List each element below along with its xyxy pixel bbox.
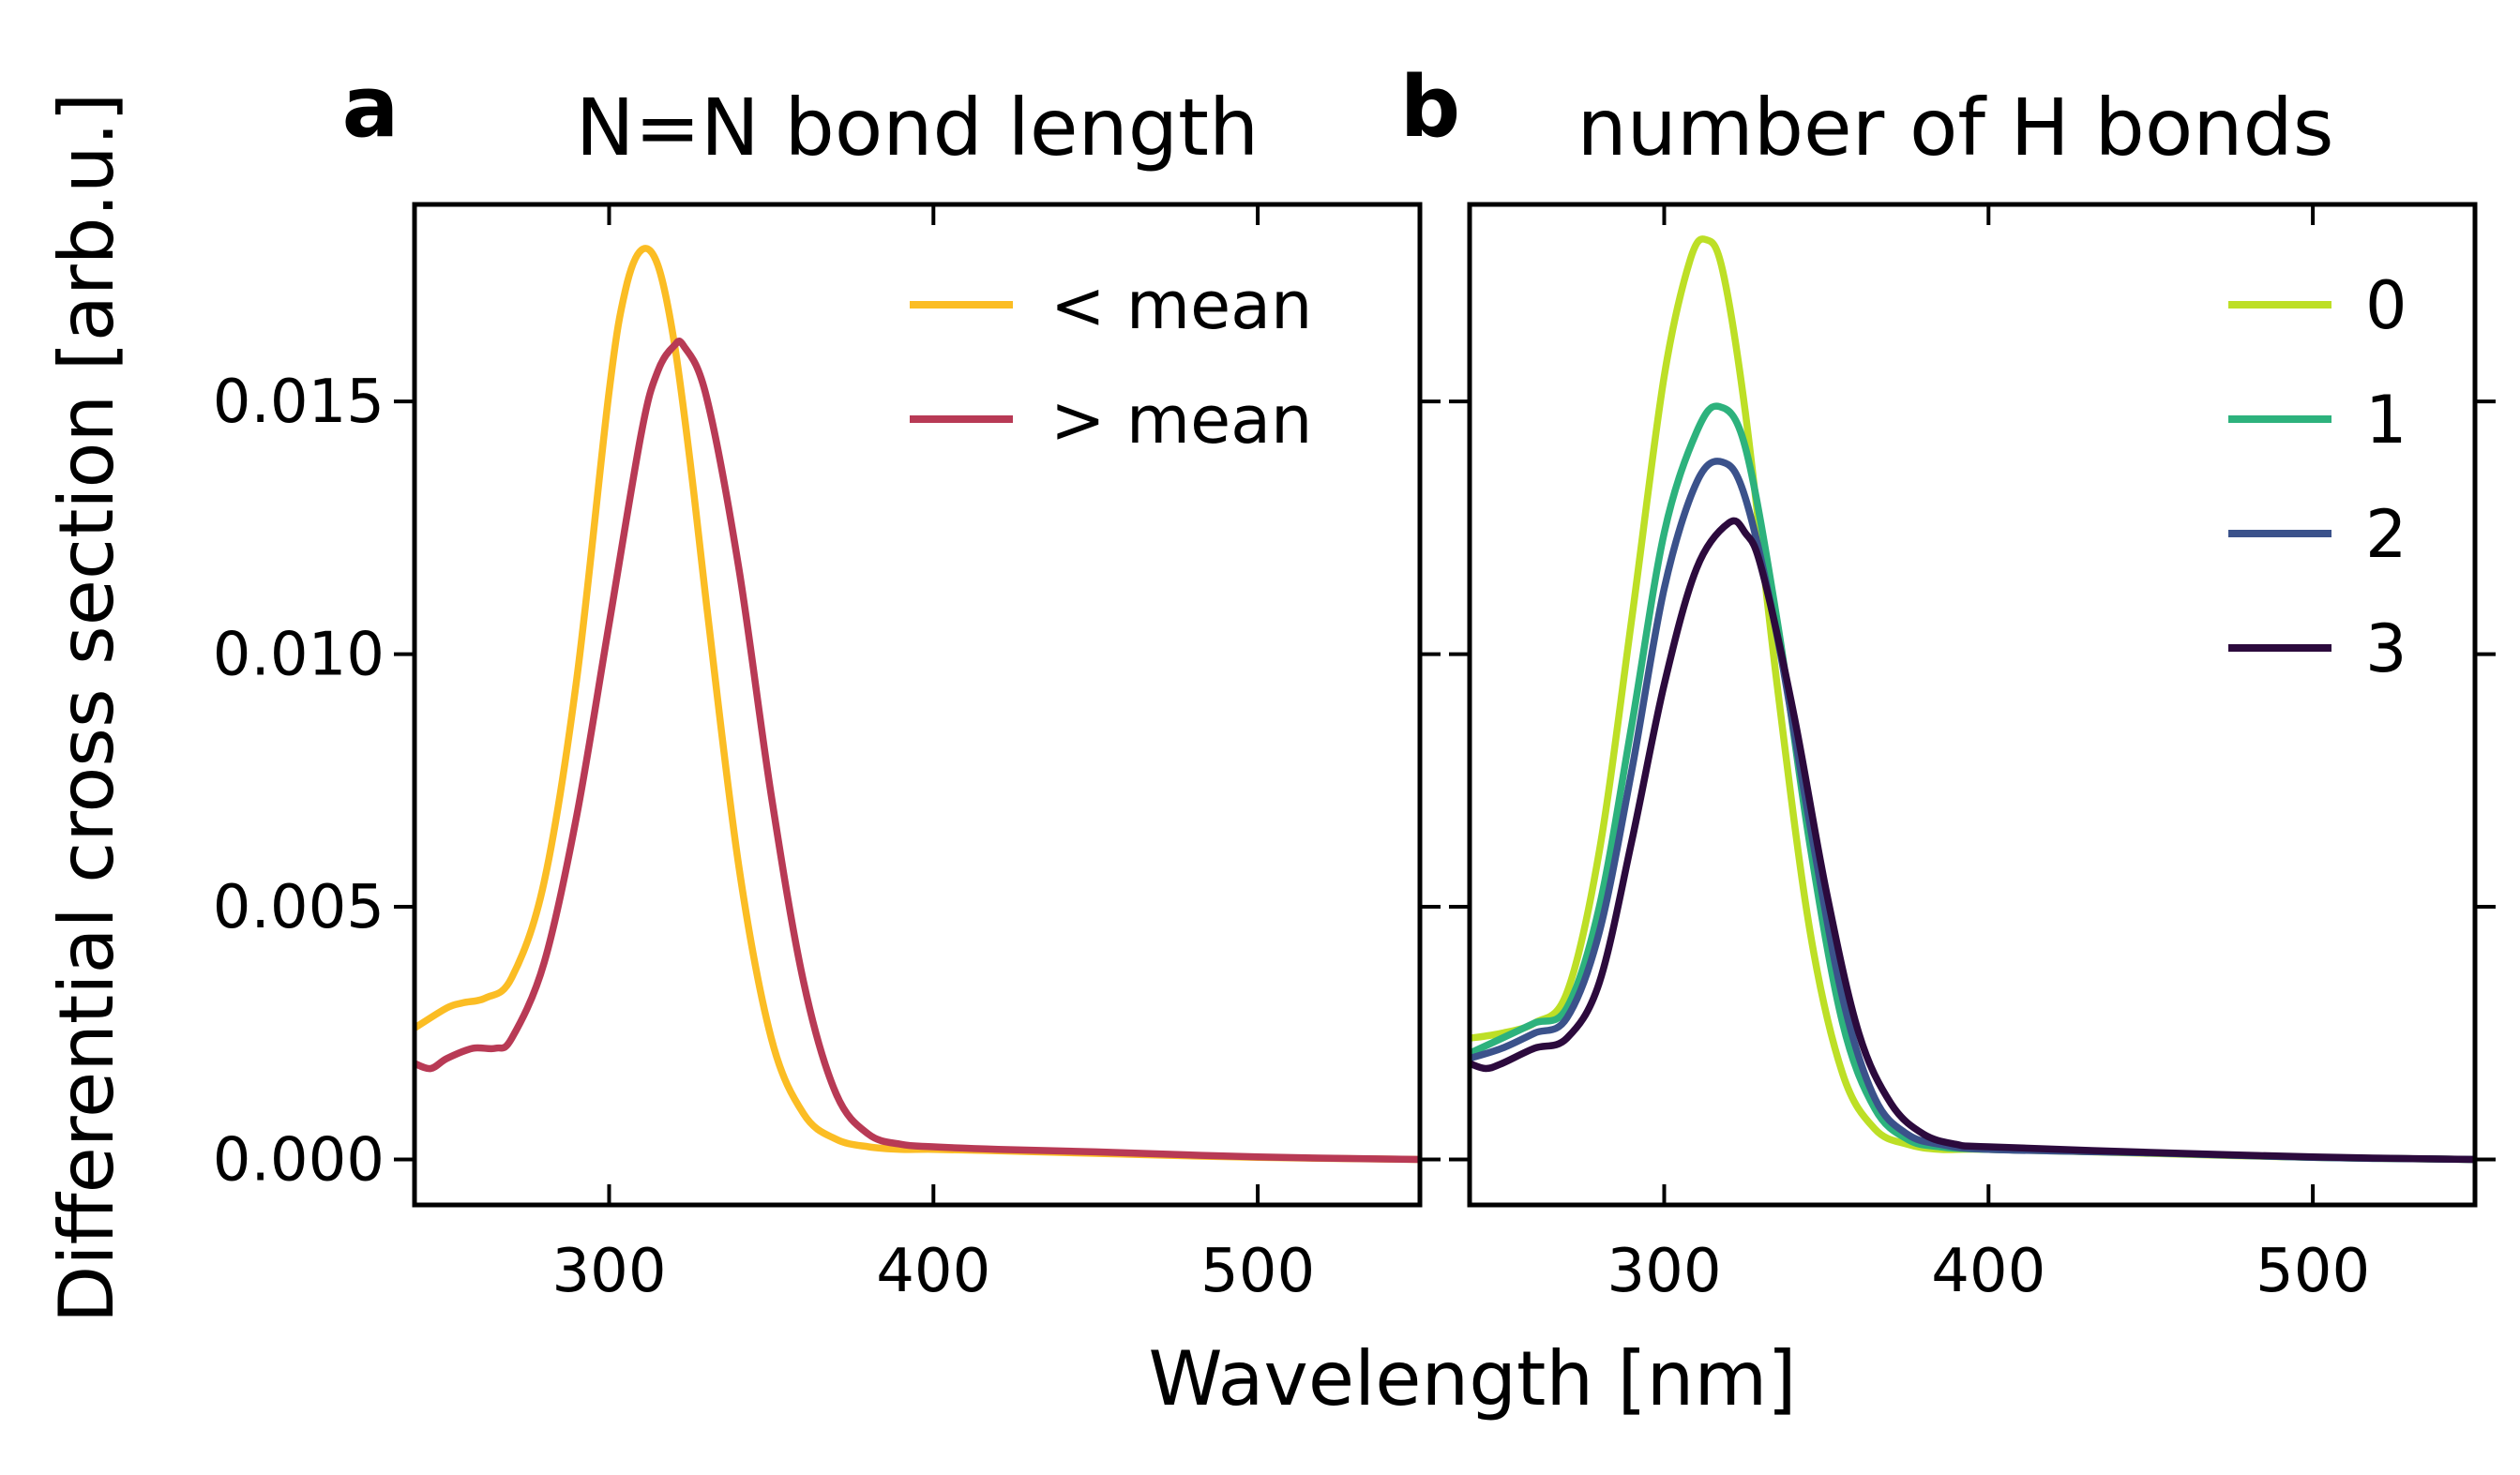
panel-b-x-tick-label: 300 [1607, 1237, 1721, 1306]
panel-a: a N=N bond length 300 400 500 0.000 0.005 0.0… [213, 58, 1441, 1306]
panel-b-legend-label-1: 1 [2365, 382, 2407, 459]
panel-a-plot-area: 300 400 500 0.000 0.005 0.010 0.015 < mean > mea… [213, 204, 1441, 1306]
panel-b-legend-label-2: 2 [2365, 496, 2407, 573]
panel-a-y-tick-label: 0.015 [213, 368, 385, 437]
panel-b-letter: b [1400, 58, 1460, 157]
panel-a-legend-label-1: > mean [1050, 382, 1312, 459]
panel-b: b number of H bonds 300 400 500 0 1 2 3 [1400, 58, 2496, 1306]
panel-a-y-tick-label: 0.010 [213, 621, 385, 690]
panel-b-frame [1467, 202, 2478, 1208]
panel-b-title: number of H bonds [1577, 82, 2333, 173]
panel-a-frame [412, 202, 1423, 1208]
panel-a-y-tick-label: 0.000 [213, 1126, 385, 1196]
panel-a-y-tick-label: 0.005 [213, 873, 385, 942]
panel-b-legend-label-0: 0 [2365, 267, 2407, 344]
x-axis-label: Wavelength [nm] [1148, 1335, 1796, 1422]
panel-b-legend-label-3: 3 [2365, 610, 2407, 687]
panel-b-x-tick-label: 500 [2256, 1237, 2370, 1306]
panel-a-letter: a [342, 58, 400, 157]
y-axis-label: Differential cross section [arb.u.] [43, 93, 130, 1324]
panel-a-x-tick-label: 400 [876, 1237, 990, 1306]
panel-a-x-tick-label: 500 [1200, 1237, 1315, 1306]
panel-b-series-line-3 [1470, 517, 2475, 1164]
panel-a-x-tick-label: 300 [551, 1237, 666, 1306]
panel-b-x-tick-label: 400 [1931, 1237, 2045, 1306]
panel-a-legend-label-0: < mean [1050, 267, 1312, 344]
panel-a-series-line-1 [415, 338, 1420, 1164]
panel-a-title: N=N bond length [576, 82, 1259, 173]
panel-b-plot-area: 300 400 500 0 1 2 3 [1449, 204, 2496, 1306]
